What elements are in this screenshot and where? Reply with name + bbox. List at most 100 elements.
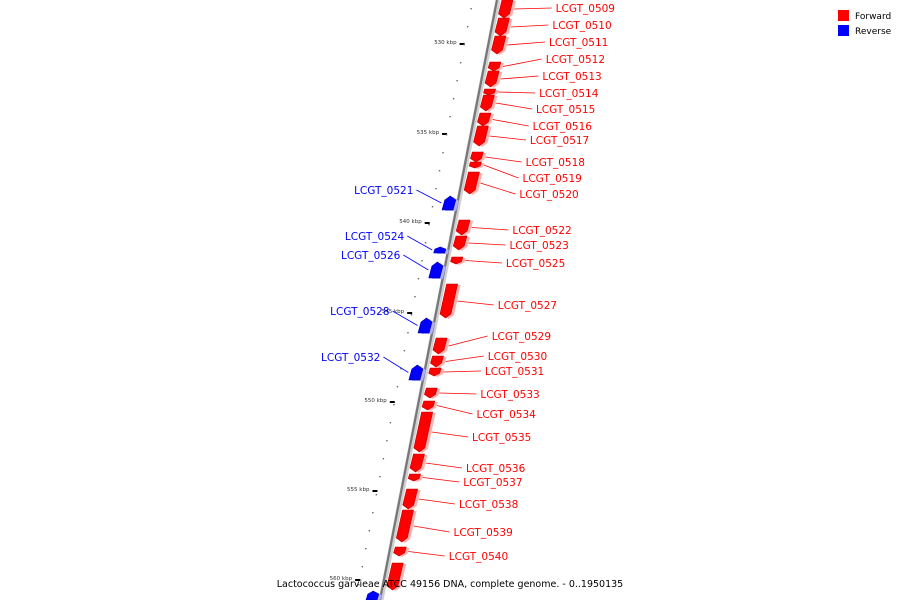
gene-unlabeled-32[interactable] [386,562,407,591]
gene-label-lcgt-0531[interactable]: LCGT_0531 [485,366,544,378]
gene-label-lcgt-0537[interactable]: LCGT_0537 [463,477,522,489]
gene-label-lcgt-0532[interactable]: LCGT_0532 [321,352,380,364]
gene-label-lcgt-0522[interactable]: LCGT_0522 [512,225,571,237]
tick-label: 545 kbp [382,309,405,315]
gene-lcgt-0523[interactable]: LCGT_0523 [452,235,569,252]
minor-tick [435,188,437,190]
legend: Forward Reverse [838,10,892,37]
gene-leader-line [443,370,481,373]
gene-lcgt-0513[interactable]: LCGT_0513 [484,70,602,88]
minor-tick [452,98,455,100]
gene-label-lcgt-0514[interactable]: LCGT_0514 [539,88,599,100]
gene-label-lcgt-0525[interactable]: LCGT_0525 [506,258,565,270]
gene-lcgt-0521[interactable]: LCGT_0521 [354,185,459,211]
gene-lcgt-0532[interactable]: LCGT_0532 [321,352,426,381]
gene-lcgt-0536[interactable]: LCGT_0536 [409,453,526,475]
gene-lcgt-0539[interactable]: LCGT_0539 [395,509,513,543]
gene-lcgt-0512[interactable]: LCGT_0512 [487,54,605,72]
gene-arrow [463,171,480,195]
gene-label-lcgt-0515[interactable]: LCGT_0515 [536,104,595,116]
gene-lcgt-0527[interactable]: LCGT_0527 [439,283,557,319]
minor-tick [393,404,395,406]
gene-lcgt-0530[interactable]: LCGT_0530 [430,351,547,368]
gene-lcgt-0520[interactable]: LCGT_0520 [463,171,579,201]
gene-label-lcgt-0539[interactable]: LCGT_0539 [453,527,512,539]
legend-label-reverse: Reverse [855,27,892,37]
gene-label-lcgt-0538[interactable]: LCGT_0538 [459,499,518,511]
gene-label-lcgt-0528[interactable]: LCGT_0528 [330,306,389,318]
minor-tick [466,26,469,28]
gene-leader-line [448,335,488,347]
gene-lcgt-0525[interactable]: LCGT_0525 [450,256,566,270]
gene-lcgt-0535[interactable]: LCGT_0535 [413,411,531,453]
gene-lcgt-0528[interactable]: LCGT_0528 [330,306,435,334]
gene-leader-line [436,405,473,415]
gene-label-lcgt-0526[interactable]: LCGT_0526 [341,250,401,262]
genome-backbone-core [378,0,499,600]
gene-label-lcgt-0512[interactable]: LCGT_0512 [546,54,605,66]
gene-leader-line [507,41,546,46]
gene-label-lcgt-0519[interactable]: LCGT_0519 [523,173,582,185]
gene-arrow [450,256,464,265]
minor-tick [407,332,409,334]
gene-lcgt-0509[interactable]: LCGT_0509 [498,0,615,19]
gene-label-lcgt-0524[interactable]: LCGT_0524 [345,231,405,243]
minor-tick [403,350,406,352]
gene-arrow [395,509,414,543]
gene-label-lcgt-0520[interactable]: LCGT_0520 [519,189,578,201]
gene-lcgt-0524[interactable]: LCGT_0524 [345,231,449,254]
gene-lcgt-0537[interactable]: LCGT_0537 [407,473,523,489]
gene-lcgt-0538[interactable]: LCGT_0538 [402,488,519,511]
gene-lcgt-0533[interactable]: LCGT_0533 [424,387,540,401]
gene-leader-line [489,135,526,141]
gene-lcgt-0511[interactable]: LCGT_0511 [491,35,608,55]
gene-lcgt-0526[interactable]: LCGT_0526 [341,250,446,279]
minor-tick [449,116,451,118]
gene-lcgt-0522[interactable]: LCGT_0522 [455,219,572,237]
gene-label-lcgt-0530[interactable]: LCGT_0530 [488,351,547,363]
minor-tick [358,584,360,586]
gene-lcgt-0515[interactable]: LCGT_0515 [480,94,595,116]
gene-label-lcgt-0527[interactable]: LCGT_0527 [498,300,557,312]
minor-tick [375,494,378,496]
gene-lcgt-0518[interactable]: LCGT_0518 [470,151,585,169]
gene-lcgt-0519[interactable]: LCGT_0519 [468,161,582,185]
gene-label-lcgt-0535[interactable]: LCGT_0535 [472,432,531,444]
minor-tick [410,314,413,316]
gene-leader-line [425,462,463,469]
gene-arrow [417,317,433,334]
minor-tick [463,44,465,46]
gene-lcgt-0517[interactable]: LCGT_0517 [473,125,590,147]
gene-label-lcgt-0518[interactable]: LCGT_0518 [526,157,585,169]
minor-tick [372,512,374,514]
gene-arrow [365,590,380,600]
gene-label-lcgt-0521[interactable]: LCGT_0521 [354,185,413,197]
gene-lcgt-0540[interactable]: LCGT_0540 [393,546,509,563]
gene-unlabeled-33[interactable] [365,590,382,600]
gene-label-lcgt-0516[interactable]: LCGT_0516 [533,121,593,133]
gene-lcgt-0534[interactable]: LCGT_0534 [421,400,536,421]
gene-label-lcgt-0511[interactable]: LCGT_0511 [549,37,608,49]
legend-swatch-reverse [838,25,849,36]
gene-arrow [433,246,447,254]
gene-label-lcgt-0523[interactable]: LCGT_0523 [509,240,568,252]
gene-label-lcgt-0517[interactable]: LCGT_0517 [530,135,589,147]
gene-lcgt-0531[interactable]: LCGT_0531 [428,366,545,378]
gene-label-lcgt-0533[interactable]: LCGT_0533 [480,389,539,401]
gene-lcgt-0516[interactable]: LCGT_0516 [477,112,593,133]
gene-label-lcgt-0529[interactable]: LCGT_0529 [492,331,551,343]
gene-lcgt-0510[interactable]: LCGT_0510 [494,17,612,37]
gene-label-lcgt-0509[interactable]: LCGT_0509 [556,3,615,15]
gene-leader-line [413,525,450,533]
gene-label-lcgt-0510[interactable]: LCGT_0510 [552,20,611,32]
gene-label-lcgt-0540[interactable]: LCGT_0540 [449,551,508,563]
gene-lcgt-0529[interactable]: LCGT_0529 [432,331,551,355]
gene-label-lcgt-0513[interactable]: LCGT_0513 [542,71,601,83]
gene-arrow [455,219,471,236]
gene-label-lcgt-0534[interactable]: LCGT_0534 [476,409,536,421]
gene-lcgt-0514[interactable]: LCGT_0514 [483,88,599,100]
gene-leader-line [407,235,433,251]
gene-label-lcgt-0536[interactable]: LCGT_0536 [466,463,526,475]
gene-arrow [407,473,421,482]
